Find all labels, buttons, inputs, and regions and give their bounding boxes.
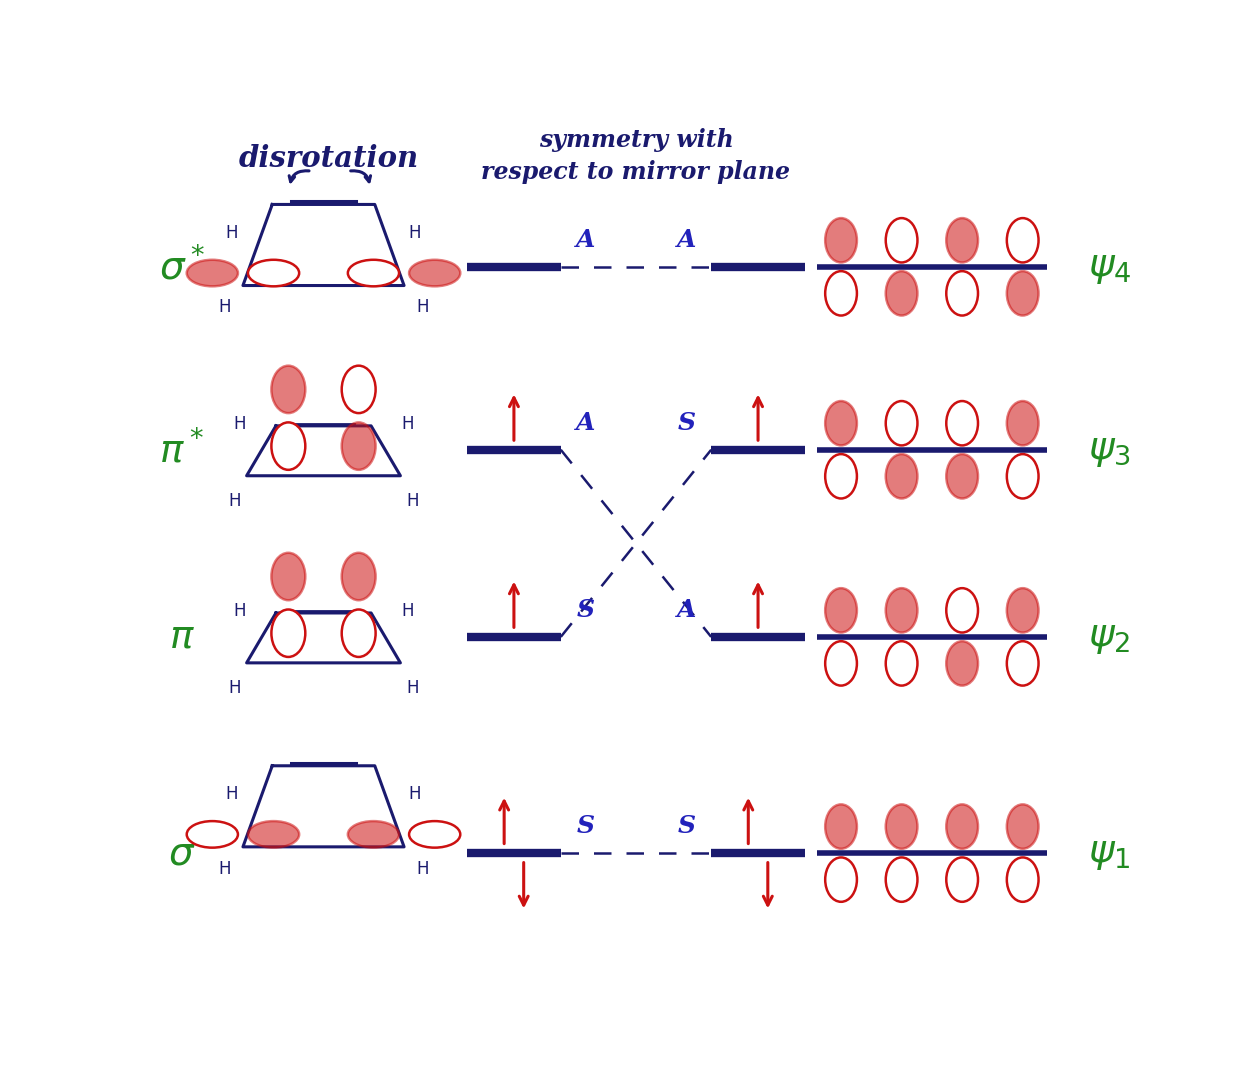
Ellipse shape <box>946 401 978 445</box>
Ellipse shape <box>271 366 305 414</box>
Text: H: H <box>408 785 421 802</box>
Ellipse shape <box>825 271 857 315</box>
Text: $\psi_2$: $\psi_2$ <box>1089 618 1130 656</box>
Ellipse shape <box>886 805 917 849</box>
Ellipse shape <box>886 642 917 686</box>
Ellipse shape <box>271 553 305 600</box>
Ellipse shape <box>946 858 978 902</box>
Ellipse shape <box>1007 454 1038 499</box>
Text: S: S <box>678 411 696 435</box>
Ellipse shape <box>248 821 299 848</box>
Ellipse shape <box>946 218 978 262</box>
Text: $\sigma^*$: $\sigma^*$ <box>159 247 205 286</box>
Ellipse shape <box>341 366 375 414</box>
Ellipse shape <box>186 260 238 286</box>
Text: H: H <box>408 224 421 242</box>
Text: H: H <box>402 602 415 620</box>
Ellipse shape <box>946 642 978 686</box>
Ellipse shape <box>271 422 305 470</box>
Ellipse shape <box>1007 642 1038 686</box>
Text: H: H <box>407 491 420 510</box>
Ellipse shape <box>186 821 238 848</box>
Text: $\psi_4$: $\psi_4$ <box>1087 247 1131 286</box>
Ellipse shape <box>1007 218 1038 262</box>
Text: H: H <box>218 860 231 878</box>
Ellipse shape <box>825 454 857 499</box>
Text: H: H <box>407 679 420 697</box>
Ellipse shape <box>248 260 299 286</box>
Ellipse shape <box>1007 858 1038 902</box>
Text: H: H <box>218 298 231 316</box>
Ellipse shape <box>410 260 460 286</box>
Ellipse shape <box>946 805 978 849</box>
Ellipse shape <box>825 642 857 686</box>
Ellipse shape <box>1007 805 1038 849</box>
Text: H: H <box>226 785 238 802</box>
Text: A: A <box>576 411 595 435</box>
Text: $\pi$: $\pi$ <box>169 618 195 656</box>
Ellipse shape <box>341 609 375 657</box>
Text: S: S <box>576 814 595 838</box>
Text: $\pi^*$: $\pi^*$ <box>159 430 204 470</box>
Ellipse shape <box>825 805 857 849</box>
Text: S: S <box>576 598 595 622</box>
Text: H: H <box>226 224 238 242</box>
Ellipse shape <box>348 260 399 286</box>
Text: H: H <box>228 491 241 510</box>
Text: H: H <box>228 679 241 697</box>
Ellipse shape <box>271 609 305 657</box>
Ellipse shape <box>825 218 857 262</box>
Ellipse shape <box>341 422 375 470</box>
Ellipse shape <box>410 821 460 848</box>
Text: $\psi_3$: $\psi_3$ <box>1089 431 1131 469</box>
Ellipse shape <box>825 858 857 902</box>
Text: H: H <box>416 860 428 878</box>
Text: $\sigma$: $\sigma$ <box>168 834 195 872</box>
Ellipse shape <box>946 271 978 315</box>
Text: A: A <box>677 228 697 253</box>
Ellipse shape <box>348 821 399 848</box>
Text: H: H <box>233 415 246 433</box>
Ellipse shape <box>1007 401 1038 445</box>
Ellipse shape <box>1007 589 1038 633</box>
Text: $\psi_1$: $\psi_1$ <box>1089 834 1130 872</box>
Ellipse shape <box>886 218 917 262</box>
Text: A: A <box>576 228 595 253</box>
Ellipse shape <box>886 401 917 445</box>
Ellipse shape <box>825 589 857 633</box>
Ellipse shape <box>341 553 375 600</box>
Ellipse shape <box>886 589 917 633</box>
Ellipse shape <box>1007 271 1038 315</box>
Ellipse shape <box>946 454 978 499</box>
Text: S: S <box>678 814 696 838</box>
Ellipse shape <box>886 271 917 315</box>
Text: H: H <box>233 602 246 620</box>
Text: symmetry with
respect to mirror plane: symmetry with respect to mirror plane <box>481 129 790 184</box>
Ellipse shape <box>946 589 978 633</box>
Ellipse shape <box>886 858 917 902</box>
Ellipse shape <box>886 454 917 499</box>
Text: disrotation: disrotation <box>238 145 418 173</box>
Text: H: H <box>402 415 415 433</box>
Text: H: H <box>416 298 428 316</box>
Ellipse shape <box>825 401 857 445</box>
Text: A: A <box>677 598 697 622</box>
